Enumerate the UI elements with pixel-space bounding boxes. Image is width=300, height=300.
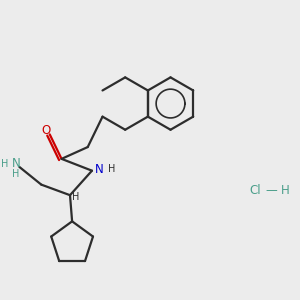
Text: N: N bbox=[95, 163, 104, 176]
Text: N: N bbox=[12, 158, 20, 170]
Text: H: H bbox=[72, 192, 79, 202]
Text: H: H bbox=[1, 159, 8, 169]
Text: H: H bbox=[12, 169, 20, 179]
Text: H: H bbox=[108, 164, 115, 174]
Text: O: O bbox=[41, 124, 50, 137]
Text: Cl: Cl bbox=[249, 184, 261, 196]
Text: H: H bbox=[281, 184, 290, 196]
Text: —: — bbox=[265, 184, 277, 196]
